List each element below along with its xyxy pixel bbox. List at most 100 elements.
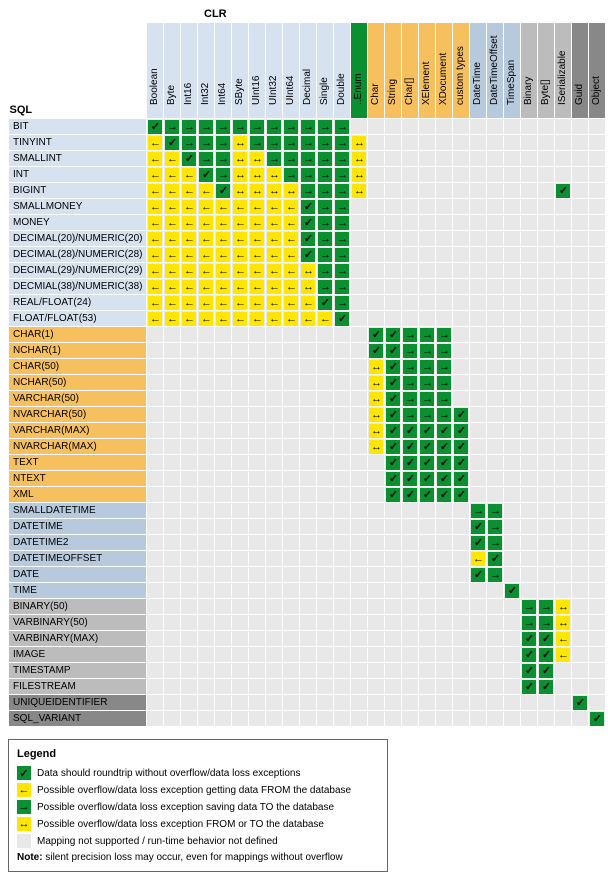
mapping-cell bbox=[589, 391, 606, 407]
mapping-cell bbox=[147, 455, 164, 471]
mapping-cell bbox=[249, 647, 266, 663]
mapping-cell: ↔ bbox=[368, 391, 385, 407]
row-label: VARCHAR(MAX) bbox=[9, 423, 147, 439]
mapping-cell: ✓ bbox=[402, 471, 419, 487]
mapping-cell bbox=[385, 247, 402, 263]
mapping-cell bbox=[572, 295, 589, 311]
mapping-cell: ← bbox=[283, 247, 300, 263]
mapping-cell bbox=[164, 439, 181, 455]
mapping-cell: ✓ bbox=[317, 295, 334, 311]
mapping-cell bbox=[249, 375, 266, 391]
mapping-cell bbox=[385, 215, 402, 231]
mapping-cell bbox=[283, 391, 300, 407]
mapping-cell bbox=[232, 583, 249, 599]
mapping-cell bbox=[402, 247, 419, 263]
mapping-cell bbox=[368, 119, 385, 135]
col-header: UInt64 bbox=[283, 23, 300, 119]
mapping-cell bbox=[368, 295, 385, 311]
mapping-cell bbox=[487, 455, 504, 471]
mapping-cell bbox=[334, 503, 351, 519]
mapping-cell bbox=[266, 615, 283, 631]
mapping-cell bbox=[181, 663, 198, 679]
mapping-cell: → bbox=[402, 407, 419, 423]
mapping-cell: ✓ bbox=[538, 647, 555, 663]
mapping-cell bbox=[351, 647, 368, 663]
mapping-cell bbox=[436, 519, 453, 535]
mapping-cell bbox=[487, 647, 504, 663]
mapping-cell bbox=[402, 199, 419, 215]
mapping-cell bbox=[385, 551, 402, 567]
mapping-cell bbox=[351, 119, 368, 135]
mapping-cell bbox=[385, 295, 402, 311]
mapping-cell bbox=[147, 583, 164, 599]
mapping-cell bbox=[368, 311, 385, 327]
mapping-cell: → bbox=[334, 151, 351, 167]
mapping-cell: ✓ bbox=[402, 423, 419, 439]
mapping-cell: ← bbox=[147, 279, 164, 295]
mapping-cell bbox=[164, 711, 181, 727]
mapping-cell bbox=[572, 455, 589, 471]
mapping-cell bbox=[232, 551, 249, 567]
mapping-cell: ✓ bbox=[453, 439, 470, 455]
mapping-cell: ✓ bbox=[436, 439, 453, 455]
mapping-cell bbox=[232, 375, 249, 391]
mapping-cell: ← bbox=[266, 295, 283, 311]
mapping-cell bbox=[232, 663, 249, 679]
mapping-cell: → bbox=[300, 167, 317, 183]
row-label: DECIMAL(28)/NUMERIC(28) bbox=[9, 247, 147, 263]
mapping-cell: ✓ bbox=[164, 135, 181, 151]
mapping-cell bbox=[181, 439, 198, 455]
mapping-cell bbox=[266, 375, 283, 391]
mapping-cell bbox=[402, 663, 419, 679]
mapping-cell bbox=[249, 359, 266, 375]
mapping-cell bbox=[521, 471, 538, 487]
mapping-cell: ↔ bbox=[249, 151, 266, 167]
mapping-cell: ✓ bbox=[385, 487, 402, 503]
mapping-cell bbox=[334, 471, 351, 487]
mapping-cell bbox=[198, 615, 215, 631]
mapping-cell bbox=[436, 279, 453, 295]
mapping-cell bbox=[470, 599, 487, 615]
col-header: Binary bbox=[521, 23, 538, 119]
col-header: SByte bbox=[232, 23, 249, 119]
mapping-cell bbox=[368, 599, 385, 615]
mapping-cell bbox=[470, 471, 487, 487]
mapping-cell: ↔ bbox=[232, 135, 249, 151]
mapping-cell bbox=[334, 375, 351, 391]
mapping-cell: ✓ bbox=[385, 439, 402, 455]
mapping-cell bbox=[470, 375, 487, 391]
mapping-cell: ← bbox=[215, 279, 232, 295]
mapping-cell bbox=[266, 391, 283, 407]
mapping-cell bbox=[147, 599, 164, 615]
mapping-cell: ↔ bbox=[351, 167, 368, 183]
mapping-cell bbox=[351, 247, 368, 263]
mapping-cell bbox=[504, 295, 521, 311]
mapping-cell: → bbox=[470, 503, 487, 519]
mapping-cell bbox=[487, 263, 504, 279]
mapping-cell bbox=[351, 567, 368, 583]
mapping-cell bbox=[317, 487, 334, 503]
mapping-cell bbox=[504, 615, 521, 631]
mapping-cell: ↔ bbox=[283, 183, 300, 199]
row-label: TIMESTAMP bbox=[9, 663, 147, 679]
mapping-cell: ↔ bbox=[368, 423, 385, 439]
mapping-cell bbox=[198, 631, 215, 647]
mapping-cell bbox=[317, 583, 334, 599]
mapping-cell: → bbox=[436, 327, 453, 343]
mapping-cell bbox=[589, 343, 606, 359]
mapping-cell bbox=[147, 359, 164, 375]
mapping-cell: ← bbox=[232, 215, 249, 231]
mapping-cell bbox=[351, 455, 368, 471]
mapping-cell bbox=[453, 135, 470, 151]
mapping-cell bbox=[589, 583, 606, 599]
mapping-cell bbox=[555, 519, 572, 535]
mapping-cell bbox=[300, 519, 317, 535]
mapping-cell: → bbox=[334, 199, 351, 215]
mapping-cell: ← bbox=[215, 215, 232, 231]
mapping-cell bbox=[368, 215, 385, 231]
mapping-cell bbox=[487, 615, 504, 631]
mapping-cell bbox=[538, 199, 555, 215]
mapping-cell bbox=[470, 135, 487, 151]
mapping-cell bbox=[555, 199, 572, 215]
mapping-cell bbox=[419, 663, 436, 679]
